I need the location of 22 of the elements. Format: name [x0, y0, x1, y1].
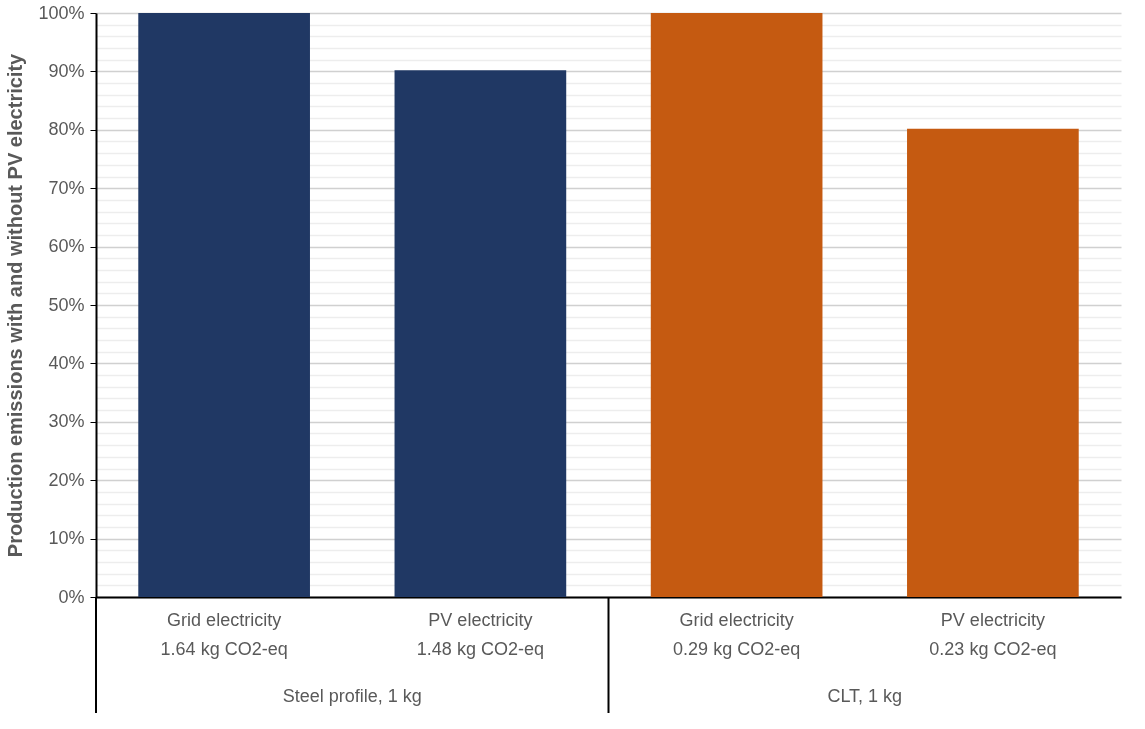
x-tick-label: Grid electricity 1.64 kg CO2-eq [160, 609, 288, 659]
y-tick-label: 30% [48, 411, 85, 432]
text: Steel profile, 1 kg [282, 686, 422, 706]
y-tick-label: 40% [48, 352, 85, 373]
y-tick-label: 50% [48, 294, 85, 315]
y-axis-title: Production emissions with and without PV electricity [4, 52, 27, 558]
bar [907, 128, 1079, 597]
x-tick-label: PV electricity 0.23 kg CO2-eq [929, 609, 1057, 659]
y-tick-label: 100% [38, 2, 85, 23]
y-tick-label: 60% [48, 236, 85, 257]
bar [138, 13, 310, 597]
y-tick-label: 0% [58, 586, 85, 607]
x-tick-label: Grid electricity 0.29 kg CO2-eq [673, 609, 801, 659]
y-tick-label: 80% [48, 119, 85, 140]
bar [650, 13, 823, 597]
bar [394, 70, 567, 597]
text: CLT, 1 kg [827, 686, 903, 706]
y-tick-label: 10% [48, 528, 85, 549]
y-tick-label: 20% [48, 469, 85, 490]
y-tick-label: 90% [48, 60, 85, 81]
y-tick-label: 70% [48, 177, 85, 198]
x-tick-label: PV electricity 1.48 kg CO2-eq [416, 609, 544, 659]
